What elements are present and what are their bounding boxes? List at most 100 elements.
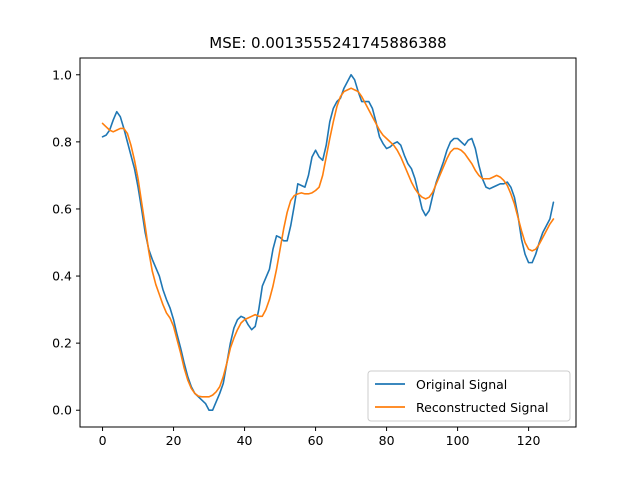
data-point bbox=[389, 141, 391, 143]
data-point bbox=[283, 228, 285, 230]
data-point bbox=[116, 129, 118, 131]
data-point bbox=[499, 183, 501, 185]
data-point bbox=[372, 108, 374, 110]
data-point bbox=[318, 186, 320, 188]
data-point bbox=[141, 201, 143, 203]
data-point bbox=[304, 193, 306, 195]
data-point bbox=[308, 175, 310, 177]
data-point bbox=[350, 87, 352, 89]
data-point bbox=[297, 183, 299, 185]
data-point bbox=[546, 230, 548, 232]
data-point bbox=[425, 215, 427, 217]
data-point bbox=[191, 388, 193, 390]
data-point bbox=[538, 243, 540, 245]
data-point bbox=[137, 178, 139, 180]
data-point bbox=[489, 178, 491, 180]
data-point bbox=[528, 262, 530, 264]
data-point bbox=[311, 192, 313, 194]
data-point bbox=[237, 329, 239, 331]
data-point bbox=[105, 126, 107, 128]
data-point bbox=[460, 141, 462, 143]
data-point bbox=[134, 168, 136, 170]
data-point bbox=[542, 237, 544, 239]
data-point bbox=[187, 379, 189, 381]
data-point bbox=[503, 183, 505, 185]
data-point bbox=[325, 156, 327, 158]
y-tick-label: 0.6 bbox=[52, 201, 72, 216]
data-point bbox=[173, 326, 175, 328]
data-point bbox=[230, 342, 232, 344]
data-point bbox=[134, 160, 136, 162]
data-point bbox=[421, 208, 423, 210]
legend-frame bbox=[367, 370, 571, 422]
data-point bbox=[127, 141, 129, 143]
data-point bbox=[507, 181, 509, 183]
data-point bbox=[325, 144, 327, 146]
data-point bbox=[308, 193, 310, 195]
data-point bbox=[496, 175, 498, 177]
legend: Original Signal Reconstructed Signal bbox=[367, 370, 571, 422]
data-point bbox=[531, 262, 533, 264]
data-point bbox=[222, 383, 224, 385]
data-point bbox=[201, 399, 203, 401]
data-point bbox=[262, 316, 264, 318]
data-point bbox=[169, 307, 171, 309]
data-point bbox=[361, 101, 363, 103]
data-point bbox=[503, 180, 505, 182]
data-point bbox=[258, 316, 260, 318]
data-point bbox=[194, 393, 196, 395]
data-point bbox=[475, 148, 477, 150]
data-point bbox=[549, 218, 551, 220]
data-point bbox=[301, 185, 303, 187]
data-point bbox=[507, 185, 509, 187]
data-point bbox=[446, 149, 448, 151]
data-point bbox=[521, 230, 523, 232]
data-point bbox=[333, 121, 335, 123]
data-point bbox=[311, 156, 313, 158]
data-point bbox=[176, 339, 178, 341]
data-point bbox=[251, 316, 253, 318]
data-point bbox=[368, 101, 370, 103]
data-point bbox=[208, 396, 210, 398]
data-point bbox=[230, 347, 232, 349]
data-point bbox=[336, 101, 338, 103]
data-point bbox=[393, 144, 395, 146]
data-point bbox=[375, 123, 377, 125]
data-point bbox=[411, 168, 413, 170]
data-point bbox=[123, 128, 125, 130]
data-point bbox=[411, 181, 413, 183]
data-point bbox=[105, 134, 107, 136]
data-point bbox=[279, 237, 281, 239]
data-point bbox=[276, 269, 278, 271]
data-point bbox=[240, 322, 242, 324]
data-point bbox=[329, 138, 331, 140]
data-point bbox=[151, 258, 153, 260]
series-line-reconstructed-signal bbox=[101, 87, 555, 398]
data-point bbox=[400, 156, 402, 158]
data-point bbox=[173, 319, 175, 321]
data-point bbox=[297, 193, 299, 195]
data-point bbox=[318, 156, 320, 158]
data-point bbox=[379, 136, 381, 138]
data-point bbox=[382, 134, 384, 136]
y-tick-label: 0.4 bbox=[52, 269, 72, 284]
data-point bbox=[460, 149, 462, 151]
data-point bbox=[528, 248, 530, 250]
data-point bbox=[489, 188, 491, 190]
data-point bbox=[212, 394, 214, 396]
chart-title: MSE: 0.0013555241745886388 bbox=[209, 34, 446, 52]
x-tick-label: 100 bbox=[446, 433, 470, 448]
data-point bbox=[372, 116, 374, 118]
data-point bbox=[262, 285, 264, 287]
data-point bbox=[112, 119, 114, 121]
x-tick-label: 80 bbox=[379, 433, 395, 448]
data-point bbox=[535, 253, 537, 255]
data-point bbox=[201, 396, 203, 398]
data-point bbox=[492, 176, 494, 178]
data-point bbox=[443, 166, 445, 168]
data-point bbox=[151, 270, 153, 272]
data-point bbox=[357, 91, 359, 93]
data-point bbox=[293, 195, 295, 197]
data-point bbox=[169, 317, 171, 319]
data-point bbox=[432, 191, 434, 193]
